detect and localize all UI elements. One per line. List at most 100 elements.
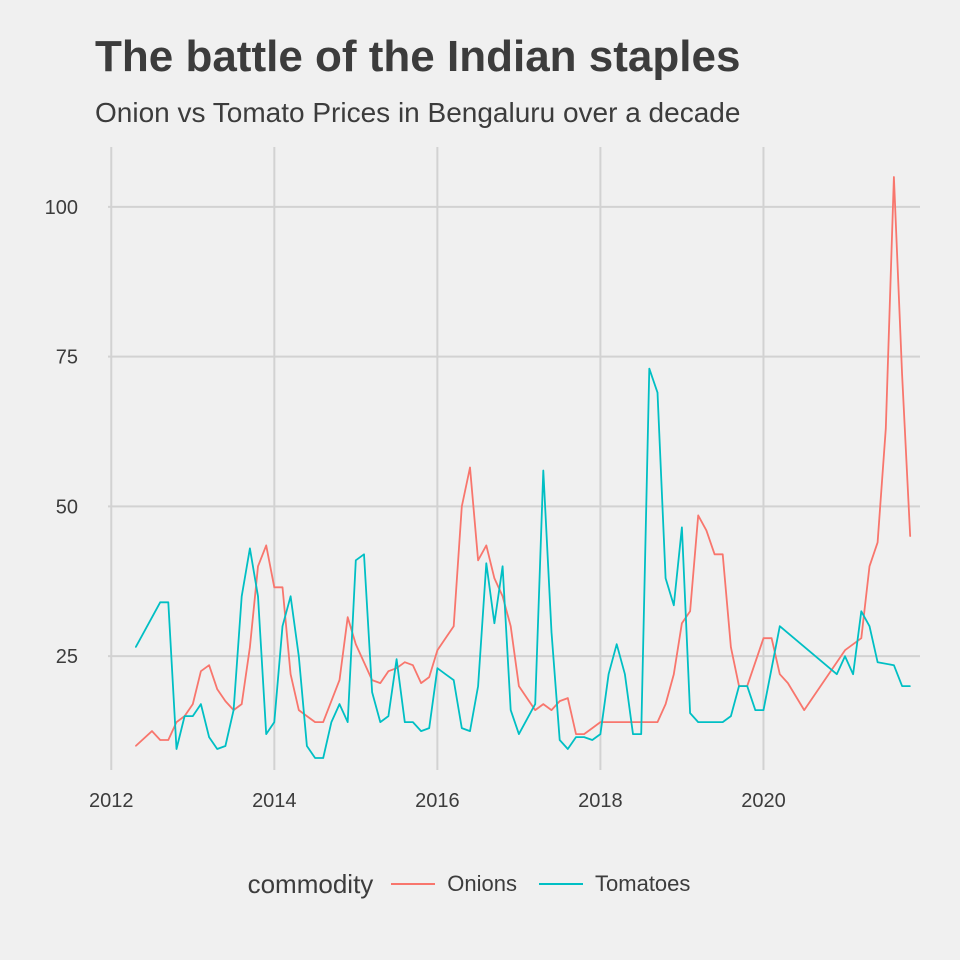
y-tick-label-75: 75: [56, 347, 78, 369]
data-point-onions-30: [404, 661, 406, 663]
data-point-tomatoes-61: [656, 392, 659, 394]
data-point-onions-63: [714, 553, 716, 555]
data-point-tomatoes-24: [347, 721, 349, 723]
data-point-tomatoes-75: [844, 655, 846, 657]
data-point-tomatoes-53: [591, 739, 593, 741]
data-point-tomatoes-12: [249, 547, 251, 550]
data-point-tomatoes-2: [167, 601, 169, 603]
data-point-tomatoes-23: [338, 703, 341, 705]
data-point-onions-78: [893, 176, 895, 178]
data-point-tomatoes-48: [550, 631, 553, 633]
data-point-onions-41: [502, 595, 504, 597]
data-point-tomatoes-31: [404, 721, 406, 723]
data-point-onions-53: [599, 721, 602, 723]
data-point-tomatoes-0: [135, 646, 137, 648]
data-point-onions-28: [387, 670, 389, 672]
data-point-onions-58: [673, 673, 675, 675]
tick-layer: 2012 2014 2016 2018 2020 25 50 75 100: [45, 197, 786, 812]
data-point-tomatoes-22: [330, 721, 332, 723]
data-point-onions-55: [648, 721, 650, 723]
data-point-onions-64: [722, 553, 724, 555]
data-point-tomatoes-25: [355, 559, 357, 561]
data-point-onions-27: [379, 682, 381, 684]
data-point-tomatoes-51: [575, 736, 577, 738]
legend-label-onions: Onions: [447, 871, 518, 896]
data-point-tomatoes-63: [673, 604, 675, 606]
data-point-onions-73: [844, 649, 846, 651]
data-point-onions-48: [559, 700, 561, 702]
data-point-onions-3: [167, 739, 169, 741]
data-point-onions-61: [697, 514, 699, 517]
data-point-tomatoes-69: [738, 685, 740, 687]
data-point-tomatoes-37: [453, 679, 455, 681]
data-point-tomatoes-18: [298, 655, 300, 657]
data-point-tomatoes-60: [648, 368, 650, 370]
data-point-onions-21: [314, 721, 316, 723]
data-point-tomatoes-15: [273, 721, 275, 723]
data-point-onions-44: [526, 697, 528, 699]
data-point-tomatoes-76: [852, 673, 854, 675]
data-point-onions-42: [510, 625, 512, 627]
data-point-tomatoes-46: [534, 703, 536, 705]
data-point-tomatoes-65: [689, 712, 691, 714]
data-point-tomatoes-40: [477, 685, 479, 687]
data-point-tomatoes-43: [502, 565, 504, 567]
data-point-onions-8: [208, 664, 210, 666]
data-point-onions-62: [705, 529, 708, 532]
data-point-onions-76: [877, 541, 879, 544]
data-point-onions-77: [885, 427, 887, 430]
legend-key-tomatoes: [539, 883, 584, 885]
data-point-tomatoes-52: [583, 736, 585, 738]
data-point-tomatoes-44: [510, 709, 512, 711]
data-point-tomatoes-78: [868, 625, 871, 627]
data-point-onions-13: [249, 646, 251, 648]
data-point-onions-72: [803, 709, 805, 711]
data-point-tomatoes-64: [681, 526, 683, 529]
data-point-onions-23: [338, 679, 341, 681]
series-line-tomatoes: [134, 367, 911, 759]
y-tick-label-50: 50: [56, 496, 78, 518]
data-point-tomatoes-72: [762, 709, 765, 711]
data-point-tomatoes-14: [265, 733, 267, 735]
data-point-onions-34: [436, 649, 438, 651]
data-point-tomatoes-27: [371, 691, 373, 693]
data-point-tomatoes-45: [518, 733, 520, 735]
data-point-tomatoes-47: [542, 469, 544, 472]
data-point-onions-14: [257, 565, 259, 567]
data-point-onions-32: [420, 682, 422, 684]
data-point-tomatoes-16: [281, 625, 284, 627]
data-point-tomatoes-21: [322, 757, 324, 759]
data-point-tomatoes-71: [754, 709, 756, 711]
data-point-onions-4: [175, 721, 178, 723]
data-point-onions-49: [567, 697, 569, 699]
data-point-onions-47: [550, 709, 553, 711]
data-point-tomatoes-41: [485, 562, 487, 564]
data-point-onions-60: [689, 610, 691, 612]
data-point-tomatoes-74: [836, 673, 838, 675]
data-point-onions-74: [860, 637, 862, 639]
data-point-tomatoes-80: [893, 664, 895, 666]
data-point-tomatoes-57: [624, 673, 626, 675]
data-point-onions-15: [265, 544, 267, 547]
data-point-tomatoes-29: [387, 715, 389, 717]
data-point-tomatoes-33: [420, 730, 422, 732]
data-point-tomatoes-8: [216, 748, 218, 750]
legend-item-tomatoes: Tomatoes: [539, 871, 690, 897]
data-point-tomatoes-38: [461, 727, 463, 729]
data-point-tomatoes-13: [257, 595, 259, 597]
data-point-tomatoes-36: [444, 673, 447, 675]
data-point-onions-37: [469, 466, 471, 469]
data-point-onions-45: [534, 709, 536, 711]
data-point-onions-52: [591, 727, 593, 729]
data-point-onions-70: [779, 673, 781, 675]
x-tick-label-2012: 2012: [89, 790, 134, 812]
data-point-tomatoes-5: [192, 715, 194, 717]
y-tick-label-100: 100: [45, 197, 78, 219]
data-point-onions-51: [583, 733, 585, 735]
data-point-onions-50: [575, 733, 577, 735]
data-point-onions-19: [298, 709, 300, 711]
data-point-tomatoes-9: [224, 745, 226, 747]
data-point-tomatoes-79: [877, 661, 879, 663]
data-point-onions-33: [428, 676, 430, 678]
data-point-tomatoes-19: [306, 745, 308, 747]
